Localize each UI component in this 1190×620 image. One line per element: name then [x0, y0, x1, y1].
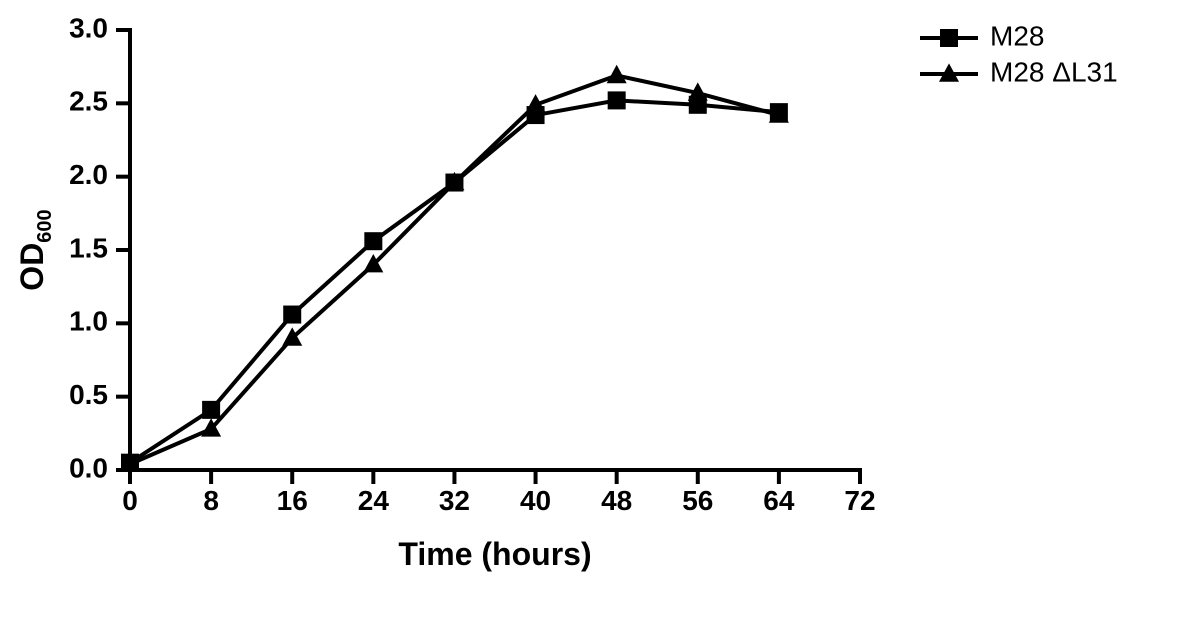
y-tick-label: 0.0 [69, 452, 108, 483]
legend-label: M28 ΔL31 [990, 56, 1118, 87]
y-tick-label: 1.0 [69, 306, 108, 337]
y-tick-label: 1.5 [69, 232, 108, 263]
marker-square [364, 232, 382, 250]
x-tick-label: 56 [682, 485, 713, 516]
growth-curve-chart: 0.00.51.01.52.02.53.0081624324048566472O… [0, 0, 1190, 620]
y-tick-label: 2.0 [69, 159, 108, 190]
legend-label: M28 [990, 20, 1044, 51]
x-tick-label: 8 [203, 485, 219, 516]
x-axis-label: Time (hours) [398, 536, 591, 572]
marker-square [940, 29, 958, 47]
y-tick-label: 0.5 [69, 379, 108, 410]
x-tick-label: 72 [844, 485, 875, 516]
y-tick-label: 3.0 [69, 12, 108, 43]
marker-square [608, 91, 626, 109]
marker-square [283, 306, 301, 324]
x-tick-label: 32 [439, 485, 470, 516]
x-tick-label: 40 [520, 485, 551, 516]
chart-container: 0.00.51.01.52.02.53.0081624324048566472O… [0, 0, 1190, 620]
x-tick-label: 24 [358, 485, 390, 516]
x-tick-label: 16 [277, 485, 308, 516]
y-tick-label: 2.5 [69, 86, 108, 117]
x-tick-label: 64 [763, 485, 795, 516]
x-tick-label: 0 [122, 485, 138, 516]
x-tick-label: 48 [601, 485, 632, 516]
marker-square [202, 401, 220, 419]
